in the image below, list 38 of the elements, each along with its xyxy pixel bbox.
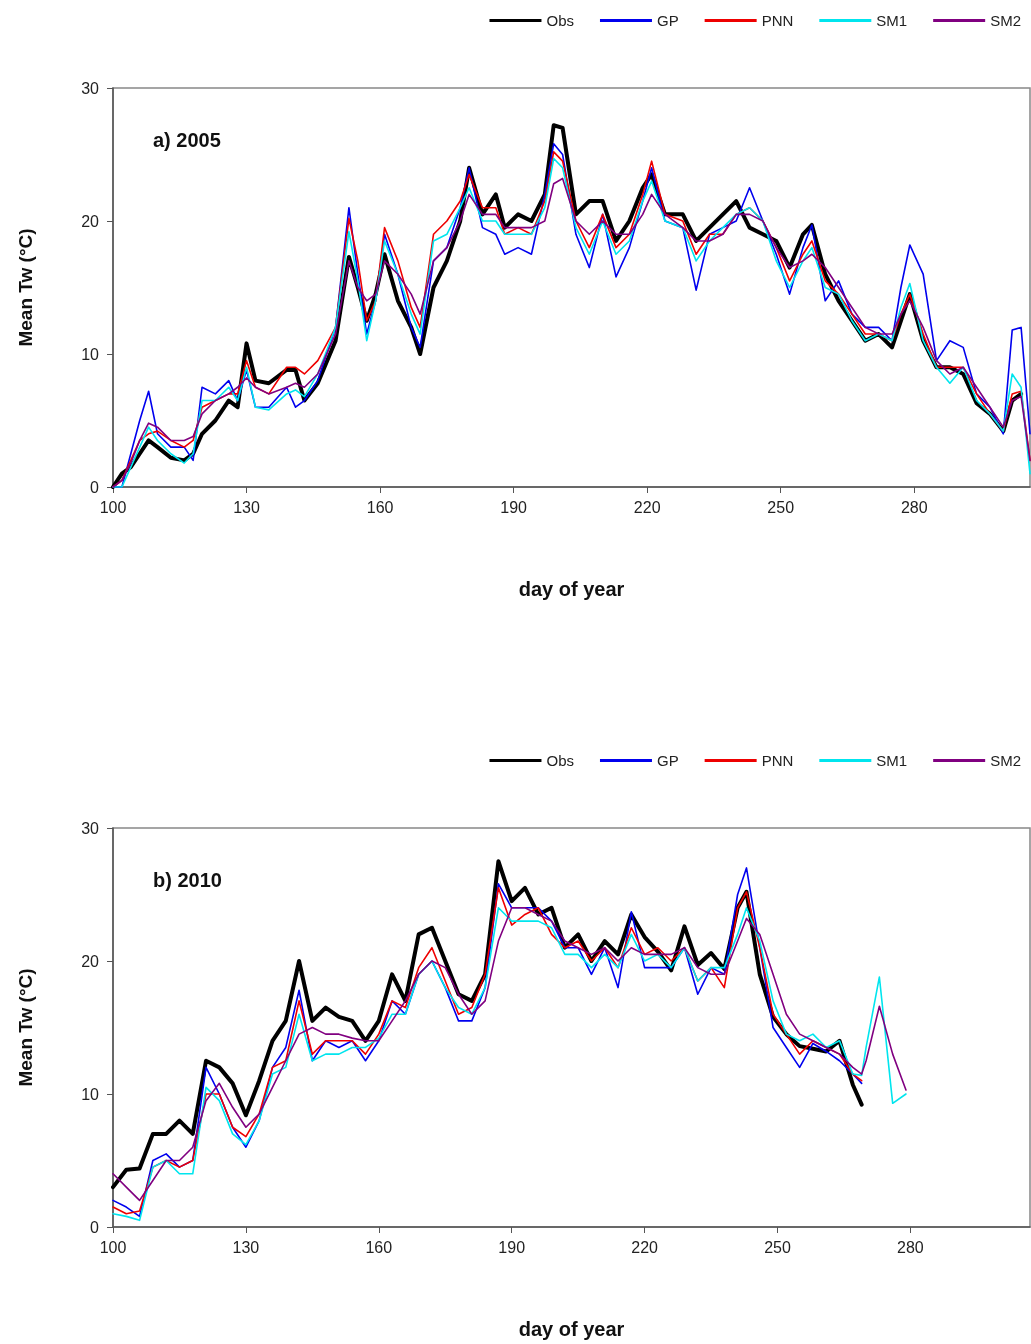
x-tick-label: 100 [99, 1238, 127, 1256]
y-tick-label: 30 [81, 79, 100, 97]
x-tick-label: 160 [366, 498, 394, 516]
x-tick-label: 280 [900, 498, 928, 516]
legend-label: PNN [761, 752, 794, 769]
x-tick-label: 220 [631, 1238, 659, 1256]
legend-label: SM2 [990, 752, 1021, 769]
y-tick-label: 20 [81, 952, 100, 970]
y-tick-label: 30 [81, 819, 100, 837]
y-tick-label: 10 [81, 1085, 100, 1103]
x-tick-label: 190 [498, 1238, 526, 1256]
legend-label: Obs [546, 752, 574, 769]
x-tick-label: 250 [767, 498, 795, 516]
y-axis-title: Mean Tw (°C) [15, 968, 36, 1087]
x-tick-label: 250 [764, 1238, 791, 1256]
legend-label: SM1 [876, 12, 908, 29]
x-tick-label: 160 [365, 1238, 393, 1256]
x-tick-label: 130 [232, 1238, 260, 1256]
text: b) 2010 [153, 869, 222, 891]
legend-label: PNN [761, 12, 794, 29]
legend-label: SM1 [876, 752, 908, 769]
y-axis-title: Mean Tw (°C) [15, 228, 36, 347]
x-tick-label: 280 [897, 1238, 924, 1256]
legend-label: Obs [546, 12, 574, 29]
y-tick-label: 0 [90, 1218, 100, 1236]
legend-label: GP [656, 12, 679, 29]
legend-label: SM2 [990, 12, 1021, 29]
x-tick-label: 130 [233, 498, 260, 516]
y-tick-label: 20 [81, 212, 100, 230]
text: a) 2005 [153, 129, 221, 151]
x-tick-label: 100 [99, 498, 127, 516]
y-tick-label: 0 [90, 478, 100, 496]
x-tick-label: 190 [500, 498, 528, 516]
legend-label: GP [656, 752, 679, 769]
x-axis-title: day of year [518, 1318, 625, 1340]
x-tick-label: 220 [633, 498, 661, 516]
y-tick-label: 10 [81, 345, 100, 363]
x-axis-title: day of year [518, 578, 625, 600]
